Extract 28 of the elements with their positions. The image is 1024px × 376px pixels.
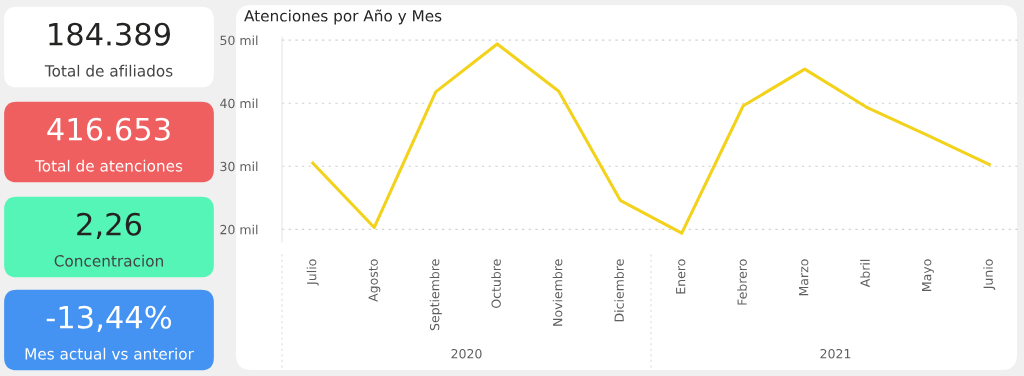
x-tick-label: Agosto bbox=[368, 259, 381, 302]
x-tick-label: Enero bbox=[676, 259, 686, 294]
x-tick-label: Diciembre bbox=[614, 259, 624, 322]
x-tick-label: Mayo bbox=[922, 259, 934, 291]
x-tick-label: Junio bbox=[983, 259, 996, 290]
text: 2020 bbox=[451, 348, 482, 359]
text: 184.389 bbox=[49, 22, 171, 46]
y-tick-label: 20 mil bbox=[220, 224, 258, 235]
text: 416.653 bbox=[47, 117, 170, 141]
text: Concentracion bbox=[54, 254, 163, 267]
chart-title: Atenciones por Año y Mes bbox=[244, 9, 442, 25]
y-tick-label: 50 mil bbox=[220, 35, 258, 46]
text: Total de atenciones bbox=[34, 159, 183, 172]
x-tick-label: Octubre bbox=[491, 259, 501, 308]
x-tick-label: Marzo bbox=[799, 259, 809, 296]
text: 2021 bbox=[820, 348, 851, 359]
text: Mes actual vs anterior bbox=[25, 347, 194, 360]
y-tick-label: 40 mil bbox=[220, 98, 258, 109]
line-series bbox=[311, 42, 991, 235]
x-tick-label: Noviembre bbox=[552, 259, 563, 326]
text: -13,44% bbox=[46, 305, 172, 332]
x-tick-label: Febrero bbox=[737, 259, 747, 305]
x-tick-label: Septiembre bbox=[429, 259, 442, 331]
x-tick-label: Abril bbox=[860, 259, 870, 288]
y-tick-label: 30 mil bbox=[220, 161, 258, 172]
text: 2,26 bbox=[77, 212, 142, 239]
text: Total de afiliados bbox=[44, 64, 173, 77]
x-tick-label: Julio bbox=[306, 259, 319, 286]
